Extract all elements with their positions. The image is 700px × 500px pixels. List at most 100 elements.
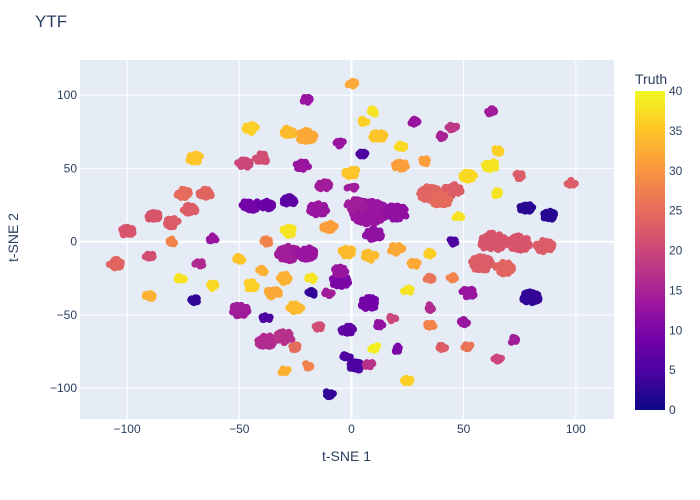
data-point [352,196,360,204]
data-point [480,161,488,169]
data-point [346,200,354,208]
data-point [240,162,248,170]
data-point [368,304,376,312]
data-point [390,205,398,213]
data-point [446,121,454,129]
data-point [516,173,524,181]
colorbar-tick-label: 0 [669,403,676,417]
data-point [322,221,330,229]
data-point [522,237,530,244]
data-point [503,261,511,269]
data-point [467,341,475,349]
data-point [436,192,443,200]
data-point [258,151,266,158]
data-point [306,94,314,102]
data-point [310,291,318,299]
data-point [368,344,376,352]
data-point [288,335,296,343]
data-point [451,214,459,221]
colorbar-tick-label: 35 [669,124,683,138]
x-tick-label: −100 [114,422,141,436]
x-tick-label: 50 [457,422,471,436]
data-point [193,294,201,302]
y-tick-labels: −100 −50 0 50 100 [50,88,77,395]
y-tick-label: 0 [70,235,77,249]
data-point [413,119,421,127]
data-point [113,259,121,267]
data-point [290,128,298,136]
data-point [322,388,330,396]
data-point [165,238,173,246]
data-point [263,342,271,350]
data-point [462,341,470,349]
data-point [249,125,257,133]
data-point [429,250,437,258]
data-point [510,336,518,344]
data-point [144,212,152,220]
y-tick-label: 50 [64,161,78,175]
data-point [452,123,460,131]
colorbar-tick-label: 30 [669,164,683,178]
data-point [361,215,368,223]
data-point [403,285,411,293]
data-point [372,208,380,216]
data-point [544,213,552,221]
data-point [359,149,367,157]
data-point [482,234,490,242]
data-point [173,274,181,282]
data-point [282,274,290,282]
data-point [257,265,265,272]
data-point [362,118,370,126]
data-point [235,159,243,167]
data-point [535,294,543,302]
data-point [499,269,507,277]
data-point [185,206,193,214]
data-point [534,244,542,252]
data-point [279,335,287,343]
data-point [450,236,458,244]
data-point [205,235,213,243]
data-point [395,344,403,352]
data-point [527,206,535,214]
data-point [429,198,437,206]
data-point [287,224,295,232]
data-point [307,362,314,370]
data-point [482,254,490,262]
data-point [274,330,282,338]
data-point [377,319,384,327]
data-point [265,333,273,341]
data-point [571,180,579,187]
x-tick-label: 100 [566,422,586,436]
data-point [371,129,379,137]
data-point [440,345,448,353]
data-point [366,231,374,239]
data-point [324,183,332,191]
data-point [173,218,181,226]
data-point [324,289,332,297]
data-point [450,183,458,191]
data-point [306,244,314,252]
data-point [370,199,378,207]
data-point [281,368,289,376]
data-point [500,241,508,249]
data-point [260,235,268,243]
data-point [309,276,317,284]
colorbar-tick-label: 5 [669,363,676,377]
data-point [359,204,367,212]
data-point [491,145,499,153]
data-point [401,206,409,213]
data-point [401,375,409,383]
data-point [212,282,220,289]
data-point [325,227,333,235]
data-point [544,245,552,253]
data-point [386,313,394,320]
data-point [193,154,201,162]
data-point [203,187,211,195]
data-point [181,189,189,197]
data-point [264,289,272,297]
data-point [486,160,494,168]
data-point [362,361,370,369]
data-point [389,242,397,250]
data-point [350,172,358,180]
data-point [281,244,289,252]
